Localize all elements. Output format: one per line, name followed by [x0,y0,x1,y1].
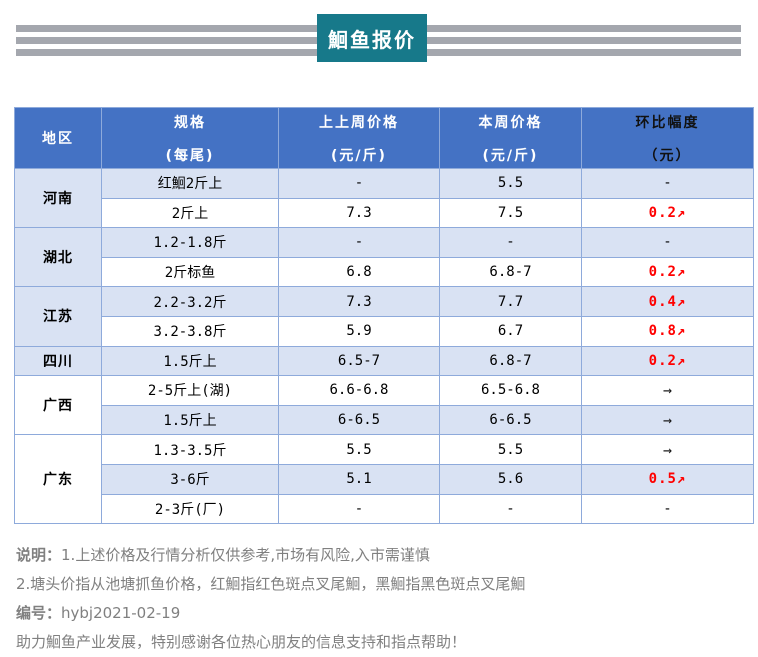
region-cell: 四川 [14,345,102,377]
price-table: 地区 规格 (每尾) 上上周价格 (元/斤) 本周价格 (元/斤) 环比幅度 （元） 河… [14,107,754,525]
column-header-label: 地区 [42,131,74,147]
footnotes: 说明：1.上述价格及行情分析仅供参考,市场有风险,入市需谨慎 2.塘头价指从池塘… [16,541,758,657]
spec-cell: 1.3-3.5斤 [101,434,279,465]
column-header-this-week-price: 本周价格 (元/斤) [439,107,582,169]
region-cell: 湖北 [14,227,102,288]
table-row: 3-6斤 5.1 5.6 0.5↗ [15,463,754,495]
note-label: 编号： [16,604,62,623]
column-header-label: 本周价格 [478,114,543,131]
region-cell: 河南 [14,167,102,229]
spec-cell: 3.2-3.8斤 [101,315,279,347]
spec-cell: 2-3斤(厂) [101,493,279,525]
table-row: 2斤标鱼 6.8 6.8-7 0.2↗ [15,256,754,288]
note-label: 说明： [16,546,62,565]
spec-cell: 1.5斤上 [101,404,279,436]
spec-cell: 1.5斤上 [101,345,279,377]
spec-cell: 2斤上 [101,197,279,229]
region-cell: 广西 [14,375,102,436]
table-row: 3.2-3.8斤 5.9 6.7 0.8↗ [15,315,754,347]
prev-price-cell: 6-6.5 [278,404,440,436]
prev-price-cell: 6.5-7 [278,345,440,377]
header-row: 地区 规格 (每尾) 上上周价格 (元/斤) 本周价格 (元/斤) 环比幅度 （元） [14,107,754,169]
table-row: 河南 红鮰2斤上 - 5.5 - [14,167,754,229]
prev-price-cell: 5.1 [278,463,440,495]
table-row: 广西 2-5斤上(湖) 6.6-6.8 6.5-6.8 → [14,375,754,436]
prev-price-cell: 5.5 [278,434,440,465]
change-cell: 0.2↗ [581,345,754,377]
change-cell: 0.4↗ [581,286,754,317]
column-header-prev-week-price: 上上周价格 (元/斤) [278,107,440,169]
region-cell: 广东 [14,434,102,525]
change-cell: 0.2↗ [581,256,754,288]
column-header-label: 环比幅度 [635,114,700,131]
cur-price-cell: 6.8-7 [439,345,582,377]
cur-price-cell: 6.7 [439,315,582,347]
note-disclaimer: 说明：1.上述价格及行情分析仅供参考,市场有风险,入市需谨慎 [16,546,430,565]
prev-price-cell: - [278,493,440,525]
change-cell: → [581,375,754,406]
prev-price-cell: 5.9 [278,315,440,347]
change-cell: - [581,168,754,199]
note-definition: 2.塘头价指从池塘抓鱼价格，红鮰指红色斑点叉尾鮰，黑鮰指黑色斑点叉尾鮰 [16,575,526,594]
table-row: 广东 1.3-3.5斤 5.5 5.5 → [14,434,754,525]
change-cell: - [581,493,754,525]
prev-price-cell: 7.3 [278,197,440,229]
column-header-change: 环比幅度 （元） [581,107,754,169]
change-cell: → [581,404,754,436]
cur-price-cell: 5.6 [439,463,582,495]
spec-cell: 3-6斤 [101,463,279,495]
column-header-spec: 规格 (每尾) [101,107,279,169]
note-thanks: 助力鮰鱼产业发展，特别感谢各位热心朋友的信息支持和指点帮助！ [16,633,467,652]
cur-price-cell: 6.5-6.8 [439,375,582,406]
prev-price-cell: - [278,227,440,258]
change-cell: → [581,434,754,465]
prev-price-cell: 6.6-6.8 [278,375,440,406]
prev-price-cell: - [278,168,440,199]
title-banner: 鮰鱼报价 [0,0,758,107]
column-header-label: 规格 [174,114,206,131]
cur-price-cell: 6.8-7 [439,256,582,288]
cur-price-cell: - [439,493,582,525]
prev-price-cell: 6.8 [278,256,440,288]
change-cell: 0.8↗ [581,315,754,347]
table-row: 2斤上 7.3 7.5 0.2↗ [15,197,754,229]
page-title: 鮰鱼报价 [317,14,427,62]
column-header-label: 上上周价格 [319,114,399,131]
table-row: 四川 1.5斤上 6.5-7 6.8-7 0.2↗ [14,345,754,377]
cur-price-cell: 6-6.5 [439,404,582,436]
column-header-region: 地区 [14,107,102,169]
table-row: 江苏 2.2-3.2斤 7.3 7.7 0.4↗ [14,286,754,347]
spec-cell: 2-5斤上(湖) [101,375,279,406]
note-serial-number: 编号：hybj2021-02-19 [16,604,181,623]
spec-cell: 红鮰2斤上 [101,168,279,199]
spec-cell: 2斤标鱼 [101,256,279,288]
table-row: 1.5斤上 6-6.5 6-6.5 → [15,404,754,436]
prev-price-cell: 7.3 [278,286,440,317]
change-cell: 0.2↗ [581,197,754,229]
region-cell: 江苏 [14,286,102,347]
table-row: 湖北 1.2-1.8斤 - - - [14,227,754,288]
cur-price-cell: - [439,227,582,258]
spec-cell: 1.2-1.8斤 [101,227,279,258]
spec-cell: 2.2-3.2斤 [101,286,279,317]
table-row: 2-3斤(厂) - - - [15,493,754,525]
cur-price-cell: 5.5 [439,434,582,465]
change-cell: - [581,227,754,258]
cur-price-cell: 7.7 [439,286,582,317]
cur-price-cell: 5.5 [439,168,582,199]
cur-price-cell: 7.5 [439,197,582,229]
change-cell: 0.5↗ [581,463,754,495]
